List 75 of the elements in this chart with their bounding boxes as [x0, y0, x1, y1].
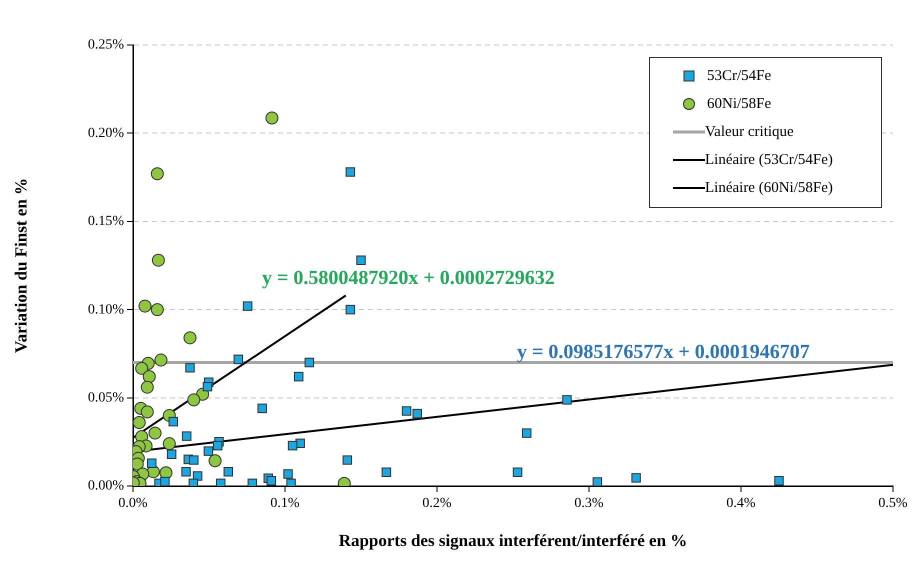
x-tick-label: 0.2% [422, 496, 452, 512]
y-tick-label: 0.15% [88, 214, 124, 230]
point [402, 406, 412, 416]
point [160, 476, 170, 486]
point [346, 167, 356, 177]
point [562, 395, 572, 405]
point [342, 455, 352, 465]
point [140, 380, 154, 394]
y-tick-label: 0.05% [88, 390, 124, 406]
point [208, 454, 222, 468]
point [266, 476, 276, 486]
x-tick-label: 0.5% [878, 496, 908, 512]
point [242, 301, 252, 311]
y-axis-title: Variation du Finst en % [12, 178, 31, 354]
point [142, 370, 156, 384]
x-tick-label: 0.1% [270, 496, 300, 512]
point [304, 358, 314, 368]
point [234, 354, 244, 364]
point [257, 404, 267, 414]
point [182, 431, 192, 441]
legend-label: Linéaire (60Ni/58Fe) [705, 180, 833, 196]
y-tick-label: 0.20% [88, 126, 124, 141]
point [188, 478, 198, 486]
point [224, 466, 234, 476]
point [135, 362, 148, 375]
x-tick-label: 0.4% [726, 496, 756, 512]
y-tick-label: 0.25% [88, 38, 124, 53]
point [184, 331, 196, 344]
point [146, 458, 156, 468]
y-tick-label: 0.10% [88, 302, 124, 318]
annotation: y = 0.5800487920x + 0.0002729632 [262, 267, 555, 289]
point [140, 405, 154, 418]
point [512, 468, 522, 477]
legend-label: 60Ni/58Fe [707, 96, 772, 112]
point [204, 446, 214, 456]
x-tick-label: 0.0% [118, 496, 148, 512]
point [346, 304, 356, 314]
legend-label: 53Cr/54Fe [707, 68, 772, 84]
point [283, 469, 293, 479]
point [248, 478, 258, 486]
annotation: y = 0.0985176577x + 0.0001946707 [517, 341, 810, 363]
point [356, 255, 366, 265]
point [187, 393, 200, 406]
point [152, 254, 165, 267]
point [192, 471, 202, 481]
point [202, 382, 212, 392]
point [286, 478, 296, 486]
point [189, 455, 199, 465]
point [185, 363, 195, 373]
point [382, 468, 392, 477]
point [592, 477, 602, 486]
point [216, 478, 226, 486]
x-tick-label: 0.3% [574, 496, 604, 512]
point [168, 416, 178, 426]
point [774, 476, 784, 486]
point [162, 437, 176, 450]
point [148, 426, 162, 440]
point [166, 450, 176, 459]
point [265, 112, 278, 125]
legend-label: Valeur critique [705, 124, 794, 140]
point [154, 354, 168, 367]
x-axis-title: Rapports des signaux interférent/interféré en % [338, 531, 688, 550]
point [150, 167, 164, 180]
point [294, 372, 304, 382]
point [522, 428, 532, 438]
y-tick-label: 0.00% [88, 478, 124, 494]
point [181, 466, 191, 476]
point [212, 440, 222, 450]
point [150, 303, 164, 316]
legend-label: Linéaire (53Cr/54Fe) [705, 152, 833, 168]
point [631, 473, 641, 483]
point [138, 300, 152, 313]
point [288, 440, 298, 450]
point [133, 416, 146, 429]
point [412, 408, 422, 418]
